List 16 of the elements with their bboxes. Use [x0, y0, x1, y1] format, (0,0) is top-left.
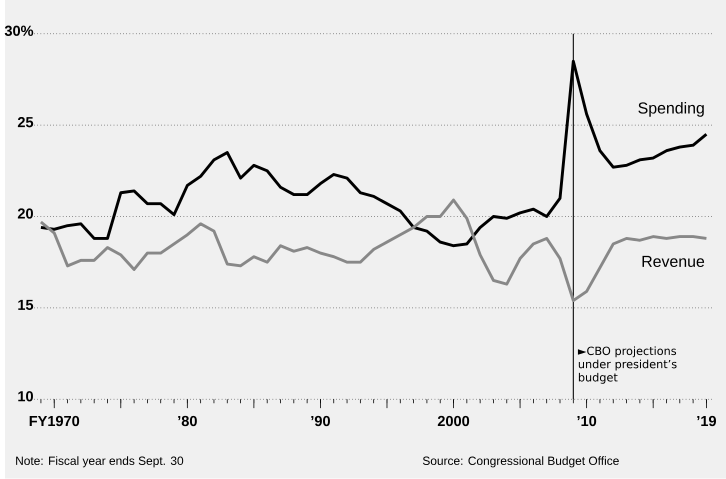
text: Note: Fiscal year ends Sept. 30: [16, 456, 184, 468]
x-tick-label: 2000: [438, 416, 470, 426]
ref-line-label: ►CBO projections under president’s budget: [578, 346, 677, 384]
x-tick-label: ’19: [697, 416, 716, 426]
source-note: Source: Congressional Budget Office: [422, 456, 619, 468]
x-tick-label: ’90: [311, 416, 330, 426]
series-label: Spending: [638, 102, 704, 117]
y-tick-label: 25: [18, 117, 34, 128]
y-tick-label: 30%: [4, 26, 34, 36]
y-tick-label: 20: [18, 208, 33, 219]
x-tick-label: FY1970: [30, 416, 80, 426]
y-tick-label: 15: [18, 300, 34, 310]
y-tick-label: 10: [18, 391, 33, 402]
x-tick-label: ’80: [178, 416, 197, 426]
series-label: Revenue: [642, 256, 704, 268]
x-tick-label: ’10: [578, 416, 596, 426]
